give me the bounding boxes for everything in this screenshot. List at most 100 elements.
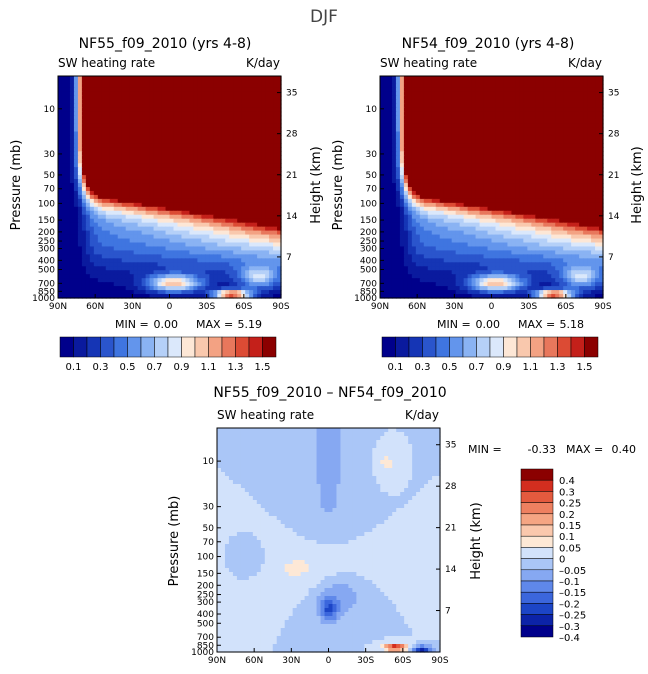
field-cell [217,218,222,224]
field-cell [229,167,234,172]
field-cell [265,175,270,180]
field-cell [209,187,214,192]
field-cell [213,250,218,255]
field-cell [113,139,119,144]
field-cell [105,270,111,275]
field-cell [387,143,393,148]
field-cell [257,127,262,133]
field-cell [543,167,548,172]
field-cell [185,210,191,216]
field-cell [253,206,258,212]
field-cell [595,147,600,152]
field-cell [97,127,103,133]
field-cell [177,131,183,137]
field-cell [523,83,528,89]
field-cell [81,83,87,89]
field-cell [380,76,385,81]
field-cell [85,171,91,176]
field-cell [177,151,183,156]
field-cell [531,95,536,101]
field-cell [555,91,560,97]
field-cell [101,258,107,263]
field-cell [125,242,131,248]
field-cell [237,226,242,232]
field-cell [61,95,67,101]
field-cell [229,266,234,271]
field-cell [173,163,179,168]
field-cell [121,234,127,240]
field-cell [113,234,119,240]
field-cell [527,175,532,180]
field-cell [145,87,151,93]
field-cell [399,155,405,160]
field-cell [559,91,564,97]
field-cell [101,91,107,97]
field-cell [161,187,167,192]
field-cell [153,262,159,267]
field-cell [221,115,226,121]
field-cell [233,123,238,129]
field-cell [523,183,528,188]
field-cell [165,91,171,97]
field-cell [523,127,528,133]
field-cell [245,123,250,129]
field-cell [519,163,524,168]
field-cell [129,115,135,121]
field-cell [383,167,389,172]
field-cell [245,294,250,299]
field-cell [217,210,222,216]
field-cell [209,234,214,240]
field-cell [411,190,417,196]
field-cell [241,151,246,156]
field-cell [419,187,425,192]
field-cell [61,103,67,109]
field-cell [583,175,588,180]
field-cell [455,139,461,144]
field-cell [487,147,493,152]
field-cell [177,175,183,180]
field-cell [69,147,75,152]
field-cell [499,99,505,105]
field-cell [58,187,63,192]
field-cell [543,187,548,192]
field-cell [58,147,63,152]
field-cell [233,230,238,236]
field-cell [567,127,572,133]
field-cell [65,95,71,101]
field-cell [241,127,246,133]
field-cell [555,179,560,184]
field-cell [65,119,71,125]
field-cell [125,171,131,176]
field-cell [555,167,560,172]
field-cell [253,95,258,101]
field-cell [137,194,143,200]
field-cell [165,270,171,275]
field-cell [93,123,99,129]
field-cell [145,183,151,188]
field-cell [551,179,556,184]
field-cell [467,155,473,160]
field-cell [65,234,71,240]
field-cell [395,159,401,164]
field-cell [165,103,171,109]
field-cell [125,83,131,89]
field-cell [141,218,147,224]
field-cell [467,119,473,125]
field-cell [221,258,226,263]
field-cell [511,147,516,152]
field-cell [85,131,91,137]
field-cell [511,175,516,180]
field-cell [499,190,505,196]
field-cell [451,83,457,89]
field-cell [411,111,417,117]
field-cell [69,290,75,295]
field-cell [93,274,99,279]
field-cell [567,179,572,184]
field-cell [487,187,493,192]
field-cell [439,111,445,117]
field-cell [89,79,95,85]
field-cell [277,222,282,228]
field-cell [411,103,417,109]
field-cell [273,230,278,236]
field-cell [61,254,67,259]
